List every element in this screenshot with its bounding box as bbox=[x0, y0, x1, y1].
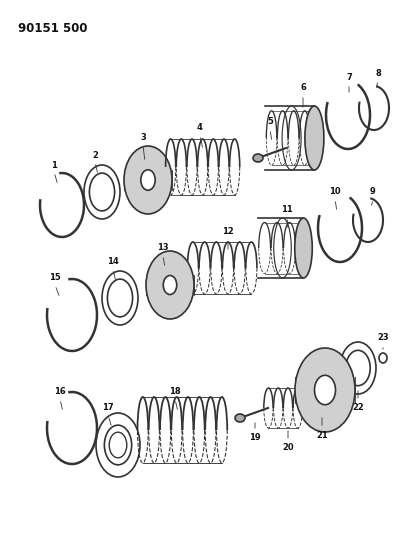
Text: 1: 1 bbox=[51, 160, 57, 169]
Text: 21: 21 bbox=[316, 431, 328, 440]
Text: 17: 17 bbox=[102, 403, 114, 413]
Text: 3: 3 bbox=[140, 133, 146, 142]
Ellipse shape bbox=[295, 348, 355, 432]
Text: 7: 7 bbox=[346, 72, 352, 82]
Ellipse shape bbox=[146, 251, 194, 319]
Text: 16: 16 bbox=[54, 387, 66, 397]
Text: 14: 14 bbox=[107, 257, 119, 266]
Text: 5: 5 bbox=[267, 117, 273, 126]
Text: 4: 4 bbox=[197, 124, 203, 133]
Text: 13: 13 bbox=[157, 244, 169, 253]
Ellipse shape bbox=[235, 414, 245, 422]
Text: 23: 23 bbox=[377, 334, 389, 343]
Ellipse shape bbox=[124, 146, 172, 214]
Text: 8: 8 bbox=[375, 69, 381, 77]
Ellipse shape bbox=[253, 154, 263, 162]
Ellipse shape bbox=[163, 276, 177, 295]
Ellipse shape bbox=[314, 375, 336, 405]
Text: 20: 20 bbox=[282, 443, 294, 453]
Text: 6: 6 bbox=[300, 84, 306, 93]
Text: 9: 9 bbox=[370, 188, 376, 197]
Ellipse shape bbox=[141, 170, 155, 190]
Text: 22: 22 bbox=[352, 403, 364, 413]
Text: 90151 500: 90151 500 bbox=[18, 22, 87, 35]
Text: 2: 2 bbox=[92, 150, 98, 159]
Ellipse shape bbox=[295, 218, 312, 278]
Text: 11: 11 bbox=[281, 206, 293, 214]
Ellipse shape bbox=[305, 106, 324, 170]
Text: 18: 18 bbox=[169, 387, 181, 397]
Text: 12: 12 bbox=[222, 228, 234, 237]
Text: 19: 19 bbox=[249, 433, 261, 442]
Text: 15: 15 bbox=[49, 273, 61, 282]
Text: 10: 10 bbox=[329, 188, 341, 197]
